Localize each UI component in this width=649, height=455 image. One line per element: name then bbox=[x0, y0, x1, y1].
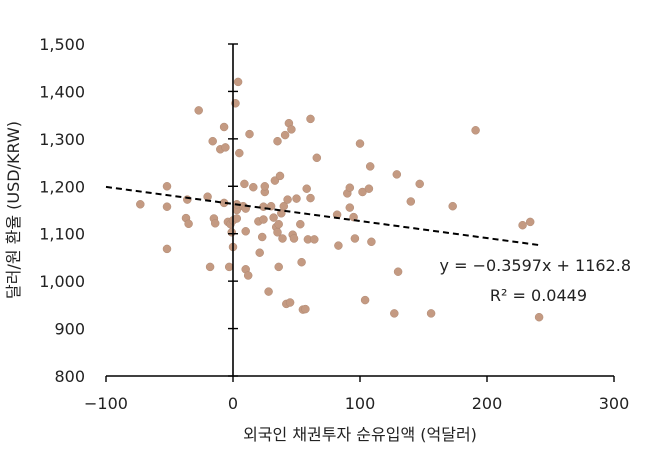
data-point bbox=[273, 136, 282, 146]
data-point bbox=[448, 201, 457, 211]
data-point bbox=[210, 219, 220, 228]
data-point bbox=[221, 143, 230, 152]
data-point bbox=[301, 304, 310, 314]
y-tick-label: 1,400 bbox=[39, 82, 85, 101]
data-point bbox=[296, 219, 305, 229]
y-axis-title: 달러/원 환율 (USD/KRW) bbox=[4, 121, 23, 299]
y-tick-label: 1,000 bbox=[39, 272, 85, 291]
data-point bbox=[334, 241, 343, 250]
data-point bbox=[203, 192, 212, 201]
data-point bbox=[392, 170, 402, 179]
data-point bbox=[245, 129, 254, 139]
data-point bbox=[255, 248, 264, 257]
data-point bbox=[345, 183, 355, 192]
data-point bbox=[257, 232, 267, 242]
data-point bbox=[287, 125, 296, 134]
data-point bbox=[355, 139, 365, 148]
data-point bbox=[233, 77, 243, 87]
data-point bbox=[415, 179, 424, 189]
data-point bbox=[243, 271, 253, 280]
data-point bbox=[426, 309, 436, 318]
trendline-equation: y = −0.3597x + 1162.8 bbox=[440, 256, 631, 275]
trendline bbox=[105, 185, 542, 247]
data-point bbox=[259, 215, 268, 224]
data-point bbox=[278, 234, 287, 243]
data-point bbox=[249, 182, 258, 192]
y-tick-label: 900 bbox=[54, 320, 85, 339]
x-tick-label: −100 bbox=[84, 394, 128, 413]
x-axis-title: 외국인 채권투자 순유입액 (억달러) bbox=[243, 425, 477, 444]
data-point bbox=[360, 295, 370, 305]
points-layer bbox=[136, 77, 544, 322]
data-point bbox=[162, 182, 172, 191]
data-point bbox=[534, 312, 544, 322]
data-point bbox=[350, 234, 360, 243]
data-point bbox=[279, 201, 289, 211]
x-tick-label: 300 bbox=[599, 394, 630, 413]
axes-layer: −100 0 100 200 300 800 900 1,000 1,100 1,200 1,300… bbox=[39, 35, 629, 413]
data-point bbox=[312, 153, 322, 163]
data-point bbox=[205, 262, 215, 272]
data-point bbox=[306, 114, 315, 124]
data-point bbox=[390, 309, 399, 318]
data-point bbox=[162, 202, 172, 211]
data-point bbox=[184, 219, 193, 229]
data-point bbox=[240, 179, 249, 189]
data-point bbox=[285, 298, 295, 307]
data-point bbox=[289, 234, 299, 243]
y-tick-label: 1,300 bbox=[39, 130, 85, 149]
data-point bbox=[219, 122, 229, 132]
data-point bbox=[310, 235, 319, 244]
y-tick-label: 1,500 bbox=[39, 35, 85, 54]
data-point bbox=[393, 267, 403, 276]
data-point bbox=[136, 200, 145, 209]
data-point bbox=[349, 212, 358, 222]
data-point bbox=[365, 162, 375, 171]
data-point bbox=[302, 184, 311, 193]
data-point bbox=[292, 194, 301, 203]
x-tick-label: 0 bbox=[228, 394, 238, 413]
data-point bbox=[227, 228, 236, 237]
y-tick-label: 800 bbox=[54, 367, 85, 386]
x-tick-label: 100 bbox=[345, 394, 376, 413]
data-point bbox=[232, 214, 242, 223]
data-point bbox=[275, 171, 285, 181]
y-tick-label: 1,100 bbox=[39, 225, 85, 244]
data-point bbox=[367, 237, 376, 247]
data-point bbox=[406, 197, 416, 206]
data-point bbox=[224, 262, 234, 272]
data-point bbox=[283, 195, 292, 204]
data-point bbox=[264, 287, 273, 296]
data-point bbox=[194, 106, 203, 115]
x-tick-label: 200 bbox=[472, 394, 503, 413]
data-point bbox=[235, 148, 244, 158]
data-point bbox=[183, 195, 192, 204]
data-point bbox=[260, 182, 270, 191]
data-point bbox=[162, 244, 172, 254]
data-point bbox=[241, 227, 250, 236]
r-squared-label: R² = 0.0449 bbox=[490, 286, 587, 305]
data-point bbox=[274, 262, 283, 272]
data-point bbox=[306, 193, 315, 203]
data-point bbox=[297, 257, 306, 267]
data-point bbox=[273, 228, 282, 237]
data-point bbox=[269, 213, 278, 222]
y-tick-label: 1,200 bbox=[39, 177, 85, 196]
data-point bbox=[274, 219, 283, 229]
data-point bbox=[280, 130, 290, 140]
data-point bbox=[471, 126, 480, 135]
data-point bbox=[525, 217, 535, 227]
data-point bbox=[345, 203, 355, 212]
data-point bbox=[208, 136, 217, 146]
data-point bbox=[364, 184, 374, 193]
data-point bbox=[518, 220, 527, 230]
